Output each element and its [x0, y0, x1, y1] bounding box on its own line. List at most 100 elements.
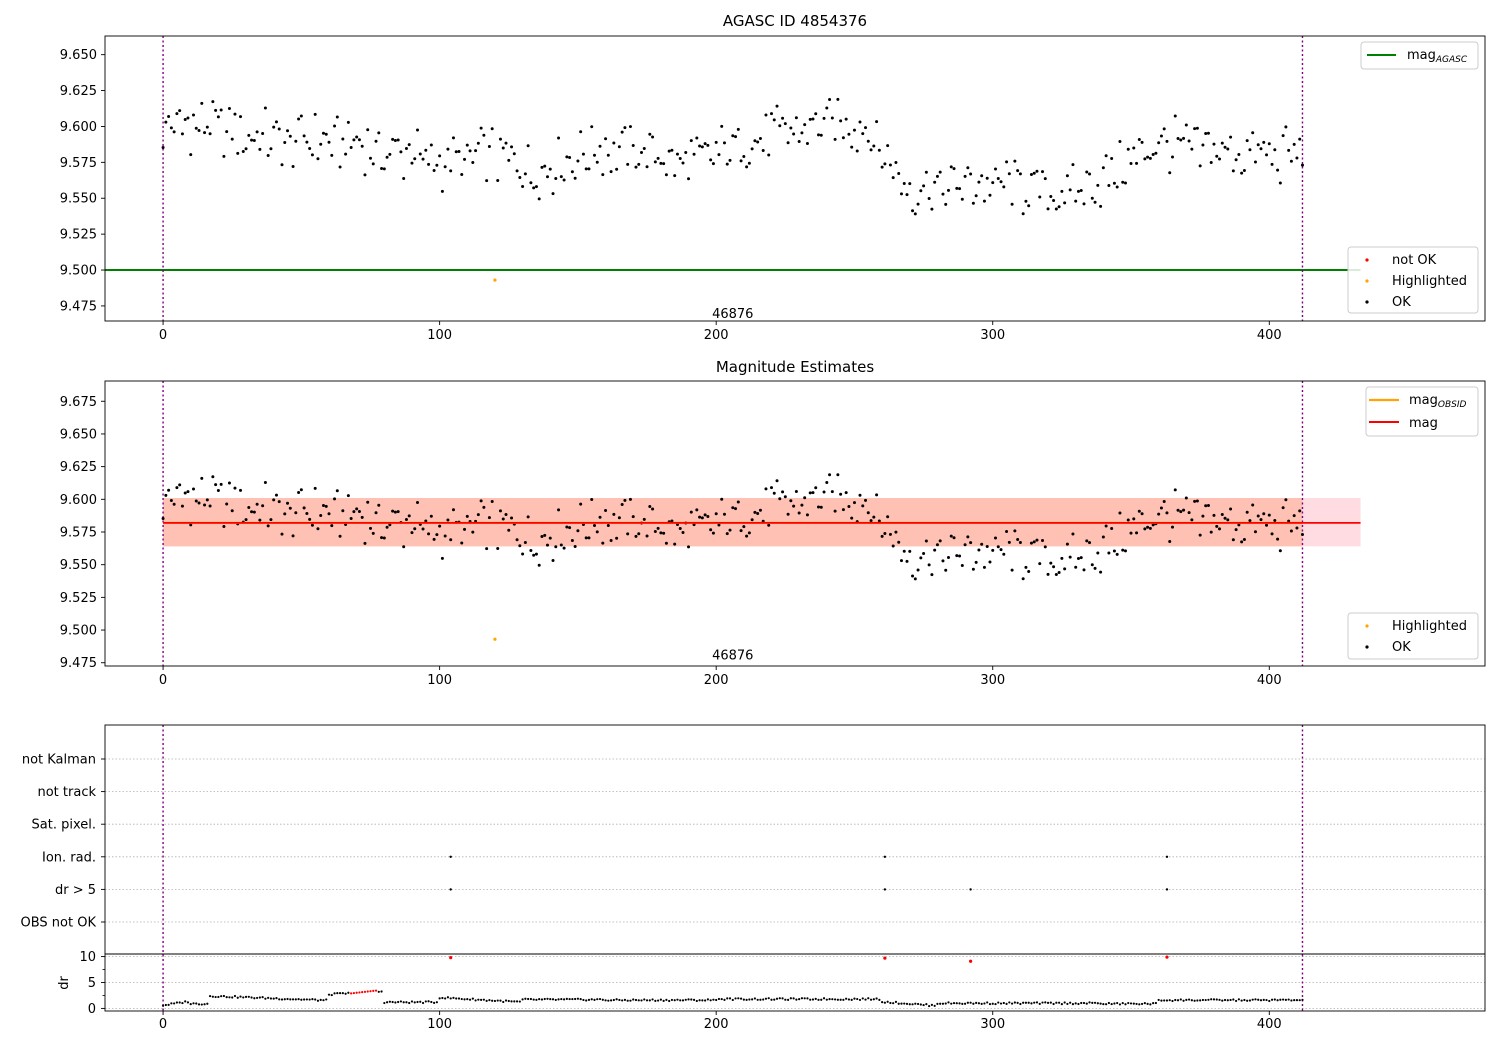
dr-point: [524, 997, 527, 1000]
dr-point: [1099, 1002, 1102, 1005]
dr-point: [704, 999, 707, 1002]
ok-point: [1168, 539, 1172, 543]
ok-point: [449, 538, 453, 542]
dr-point: [579, 998, 582, 1001]
ok-point: [482, 133, 486, 137]
dr-point: [568, 997, 571, 1001]
ok-point: [545, 543, 549, 547]
legend-label-highlighted: Highlighted: [1392, 274, 1467, 289]
dr-point: [618, 998, 621, 1002]
x-tick-label: 400: [1257, 1017, 1282, 1032]
dr-point: [759, 998, 762, 1001]
dr-point: [1038, 1002, 1041, 1005]
ok-point: [1032, 171, 1036, 175]
dr-point: [587, 998, 591, 1001]
dr-point: [645, 999, 649, 1002]
dr-point: [864, 998, 867, 1001]
dr-point: [731, 998, 734, 1002]
ok-point: [454, 150, 458, 154]
dr-point: [557, 998, 560, 1001]
dr-point: [441, 996, 444, 1000]
ok-point: [225, 502, 229, 506]
dr-point: [327, 993, 331, 996]
ok-point: [338, 165, 342, 169]
dr-point: [515, 1000, 519, 1003]
ok-point: [839, 119, 843, 123]
legend-label-ok: OK: [1392, 640, 1411, 655]
ok-point: [789, 126, 793, 130]
dr-point: [1259, 999, 1263, 1002]
ok-point: [623, 498, 627, 502]
ok-point: [1298, 509, 1302, 513]
ok-point: [634, 534, 638, 538]
ok-point: [1021, 577, 1025, 581]
dr-point: [607, 999, 610, 1002]
ok-point: [991, 181, 995, 185]
ok-point: [955, 186, 959, 190]
dr-point: [1121, 1001, 1124, 1005]
ok-point: [888, 163, 892, 167]
dr-point: [820, 998, 823, 1001]
dr-point: [435, 1001, 438, 1004]
ok-point: [670, 148, 674, 152]
ok-point: [424, 148, 428, 152]
dr-point: [444, 997, 447, 1000]
y-tick-label: 9.575: [60, 156, 97, 171]
dr-point: [623, 998, 627, 1001]
dr-point: [626, 999, 629, 1002]
ok-point: [421, 527, 425, 531]
ok-point: [388, 523, 392, 527]
highlighted-point: [493, 637, 497, 641]
dr-point: [939, 1002, 942, 1005]
dr-point: [350, 992, 353, 995]
ok-point: [1071, 163, 1075, 167]
dr-point: [612, 998, 615, 1002]
ok-point: [1123, 181, 1127, 185]
ok-point: [601, 541, 605, 545]
ok-point: [286, 501, 290, 505]
ok-point: [731, 506, 735, 510]
ok-point: [872, 515, 876, 519]
ok-point: [371, 531, 375, 535]
dr-point: [477, 998, 480, 1001]
dr-point: [983, 1002, 986, 1005]
ok-point: [675, 152, 679, 156]
ok-point: [631, 143, 635, 147]
dr-point: [1132, 1002, 1135, 1005]
dr-point: [366, 990, 369, 993]
dr-point: [562, 998, 566, 1001]
dr-point: [493, 999, 497, 1003]
ok-point: [875, 493, 879, 497]
ok-point: [200, 476, 204, 480]
ok-point: [1251, 131, 1255, 135]
ok-point: [933, 548, 937, 552]
dr-point: [1235, 999, 1238, 1003]
ok-point: [208, 504, 212, 508]
ok-point: [1215, 524, 1219, 528]
dr-point: [712, 998, 715, 1001]
ok-point: [1049, 194, 1053, 198]
ok-point: [822, 490, 826, 494]
ok-point: [980, 174, 984, 178]
dr-point: [1110, 1002, 1113, 1006]
ok-point: [645, 165, 649, 169]
dr-point: [811, 998, 815, 1001]
ok-point: [203, 131, 207, 135]
dr-point: [220, 995, 223, 998]
dr-point: [344, 992, 347, 995]
dr-point: [999, 1002, 1003, 1005]
ok-point: [526, 515, 530, 519]
dr-point: [374, 989, 378, 992]
ok-point: [742, 525, 746, 529]
ok-point: [374, 511, 378, 515]
ok-point: [377, 131, 381, 135]
ok-point: [872, 144, 876, 148]
ok-point: [1082, 202, 1086, 206]
ok-point: [864, 126, 868, 130]
dr-point: [770, 998, 773, 1001]
ok-point: [1187, 139, 1191, 143]
ok-point: [604, 509, 608, 513]
dr-point: [1010, 1002, 1014, 1005]
ok-point: [905, 559, 909, 563]
ok-point: [1226, 147, 1230, 151]
